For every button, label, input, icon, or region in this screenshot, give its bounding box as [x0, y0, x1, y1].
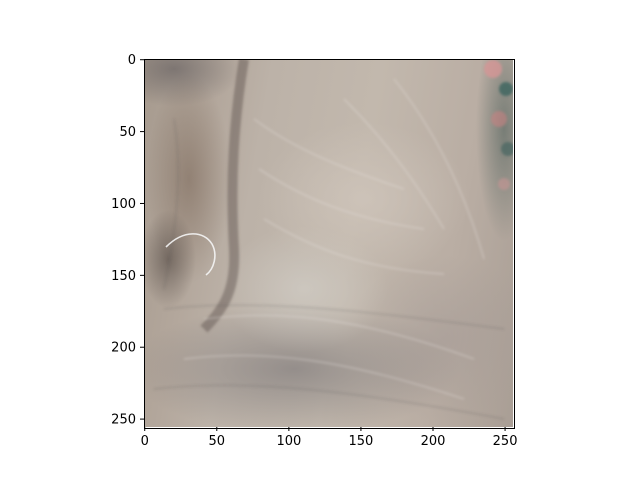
y-tick-label: 250: [111, 413, 136, 428]
y-tick-label: 200: [111, 341, 136, 356]
x-tick-label: 150: [349, 434, 374, 449]
x-tick-label: 250: [493, 434, 518, 449]
y-tick-label: 150: [111, 269, 136, 284]
x-tick-label: 100: [276, 434, 301, 449]
fur-texture: [153, 59, 513, 420]
y-tick-label: 50: [119, 125, 136, 140]
x-tick-label: 50: [209, 434, 226, 449]
image-plot: [144, 59, 513, 427]
y-tick-label: 100: [111, 197, 136, 212]
x-tick-label: 0: [141, 434, 149, 449]
y-tick-label: 0: [128, 53, 136, 68]
x-tick-label: 200: [421, 434, 446, 449]
